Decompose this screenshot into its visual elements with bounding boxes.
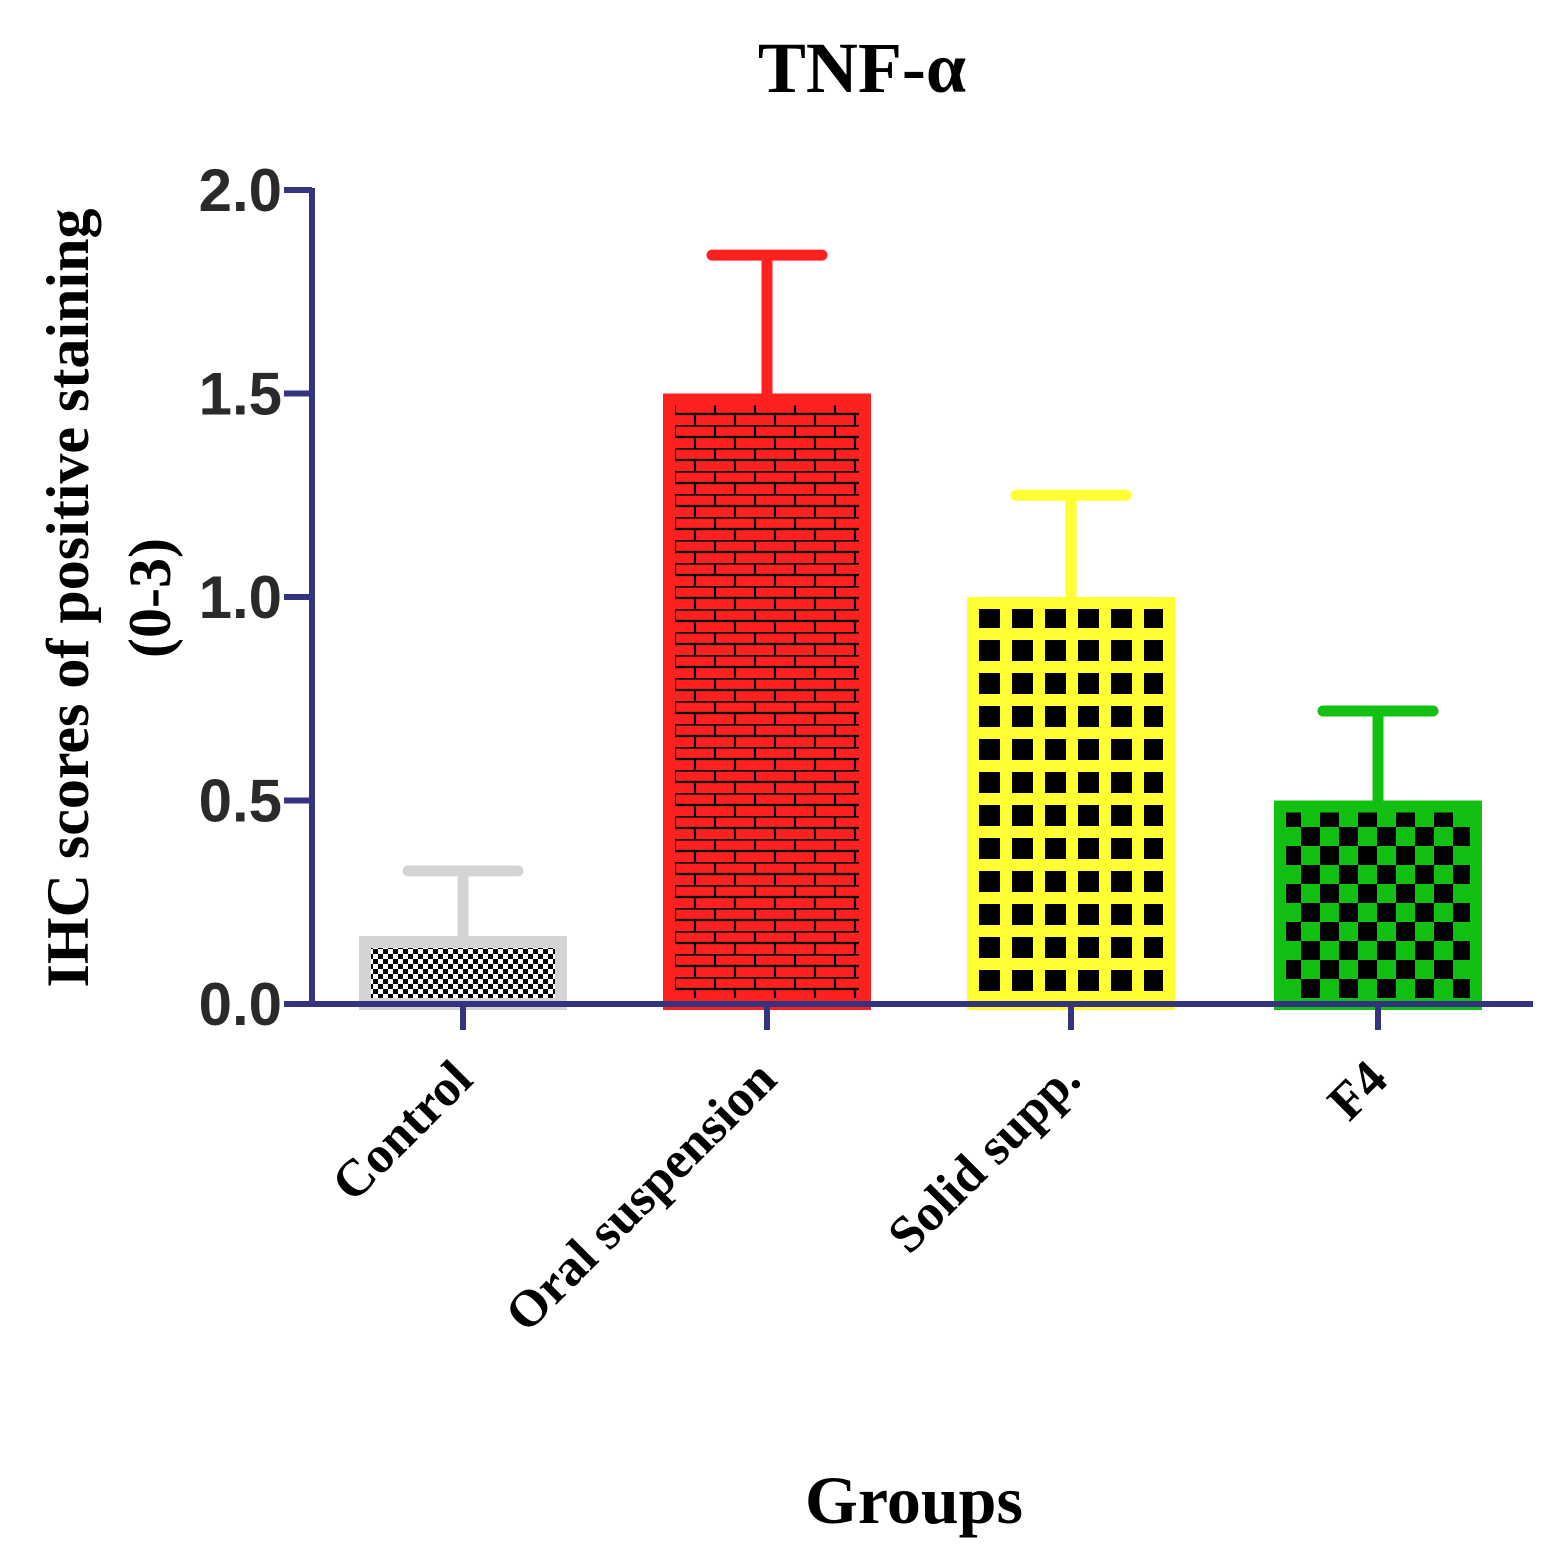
x-category-label: F4 (1317, 1050, 1398, 1131)
chart-title: TNF-α (758, 28, 966, 108)
y-ticks: 0.0 0.5 1.0 1.5 2.0 (199, 157, 312, 1038)
bar-group (359, 936, 567, 1011)
y-tick-label: 1.5 (199, 361, 282, 428)
x-category-label: Control (321, 1050, 483, 1212)
x-category-label: Oral suspension (495, 1050, 788, 1343)
x-axis-label: Groups (805, 1462, 1023, 1538)
bar (663, 393, 871, 1010)
y-tick-label: 0.5 (199, 768, 282, 835)
error-bars-layer (402, 249, 1439, 937)
y-axis-label-line1: IHC scores of positive staining (35, 209, 101, 988)
bar (967, 597, 1175, 1010)
y-axis-label-line2: (0-3) (117, 538, 183, 658)
x-categories: Control Oral suspension Solid supp. F4 (321, 1050, 1398, 1343)
bar-group (967, 597, 1175, 1010)
y-tick-label: 0.0 (199, 971, 282, 1038)
y-tick-label: 2.0 (199, 157, 282, 224)
y-tick-label: 1.0 (199, 564, 282, 631)
bars-layer (359, 393, 1482, 1011)
bar (359, 936, 567, 1011)
bar (1274, 800, 1482, 1010)
x-category-label: Solid supp. (877, 1050, 1091, 1264)
bar-group (663, 393, 871, 1010)
bar-group (1274, 800, 1482, 1010)
